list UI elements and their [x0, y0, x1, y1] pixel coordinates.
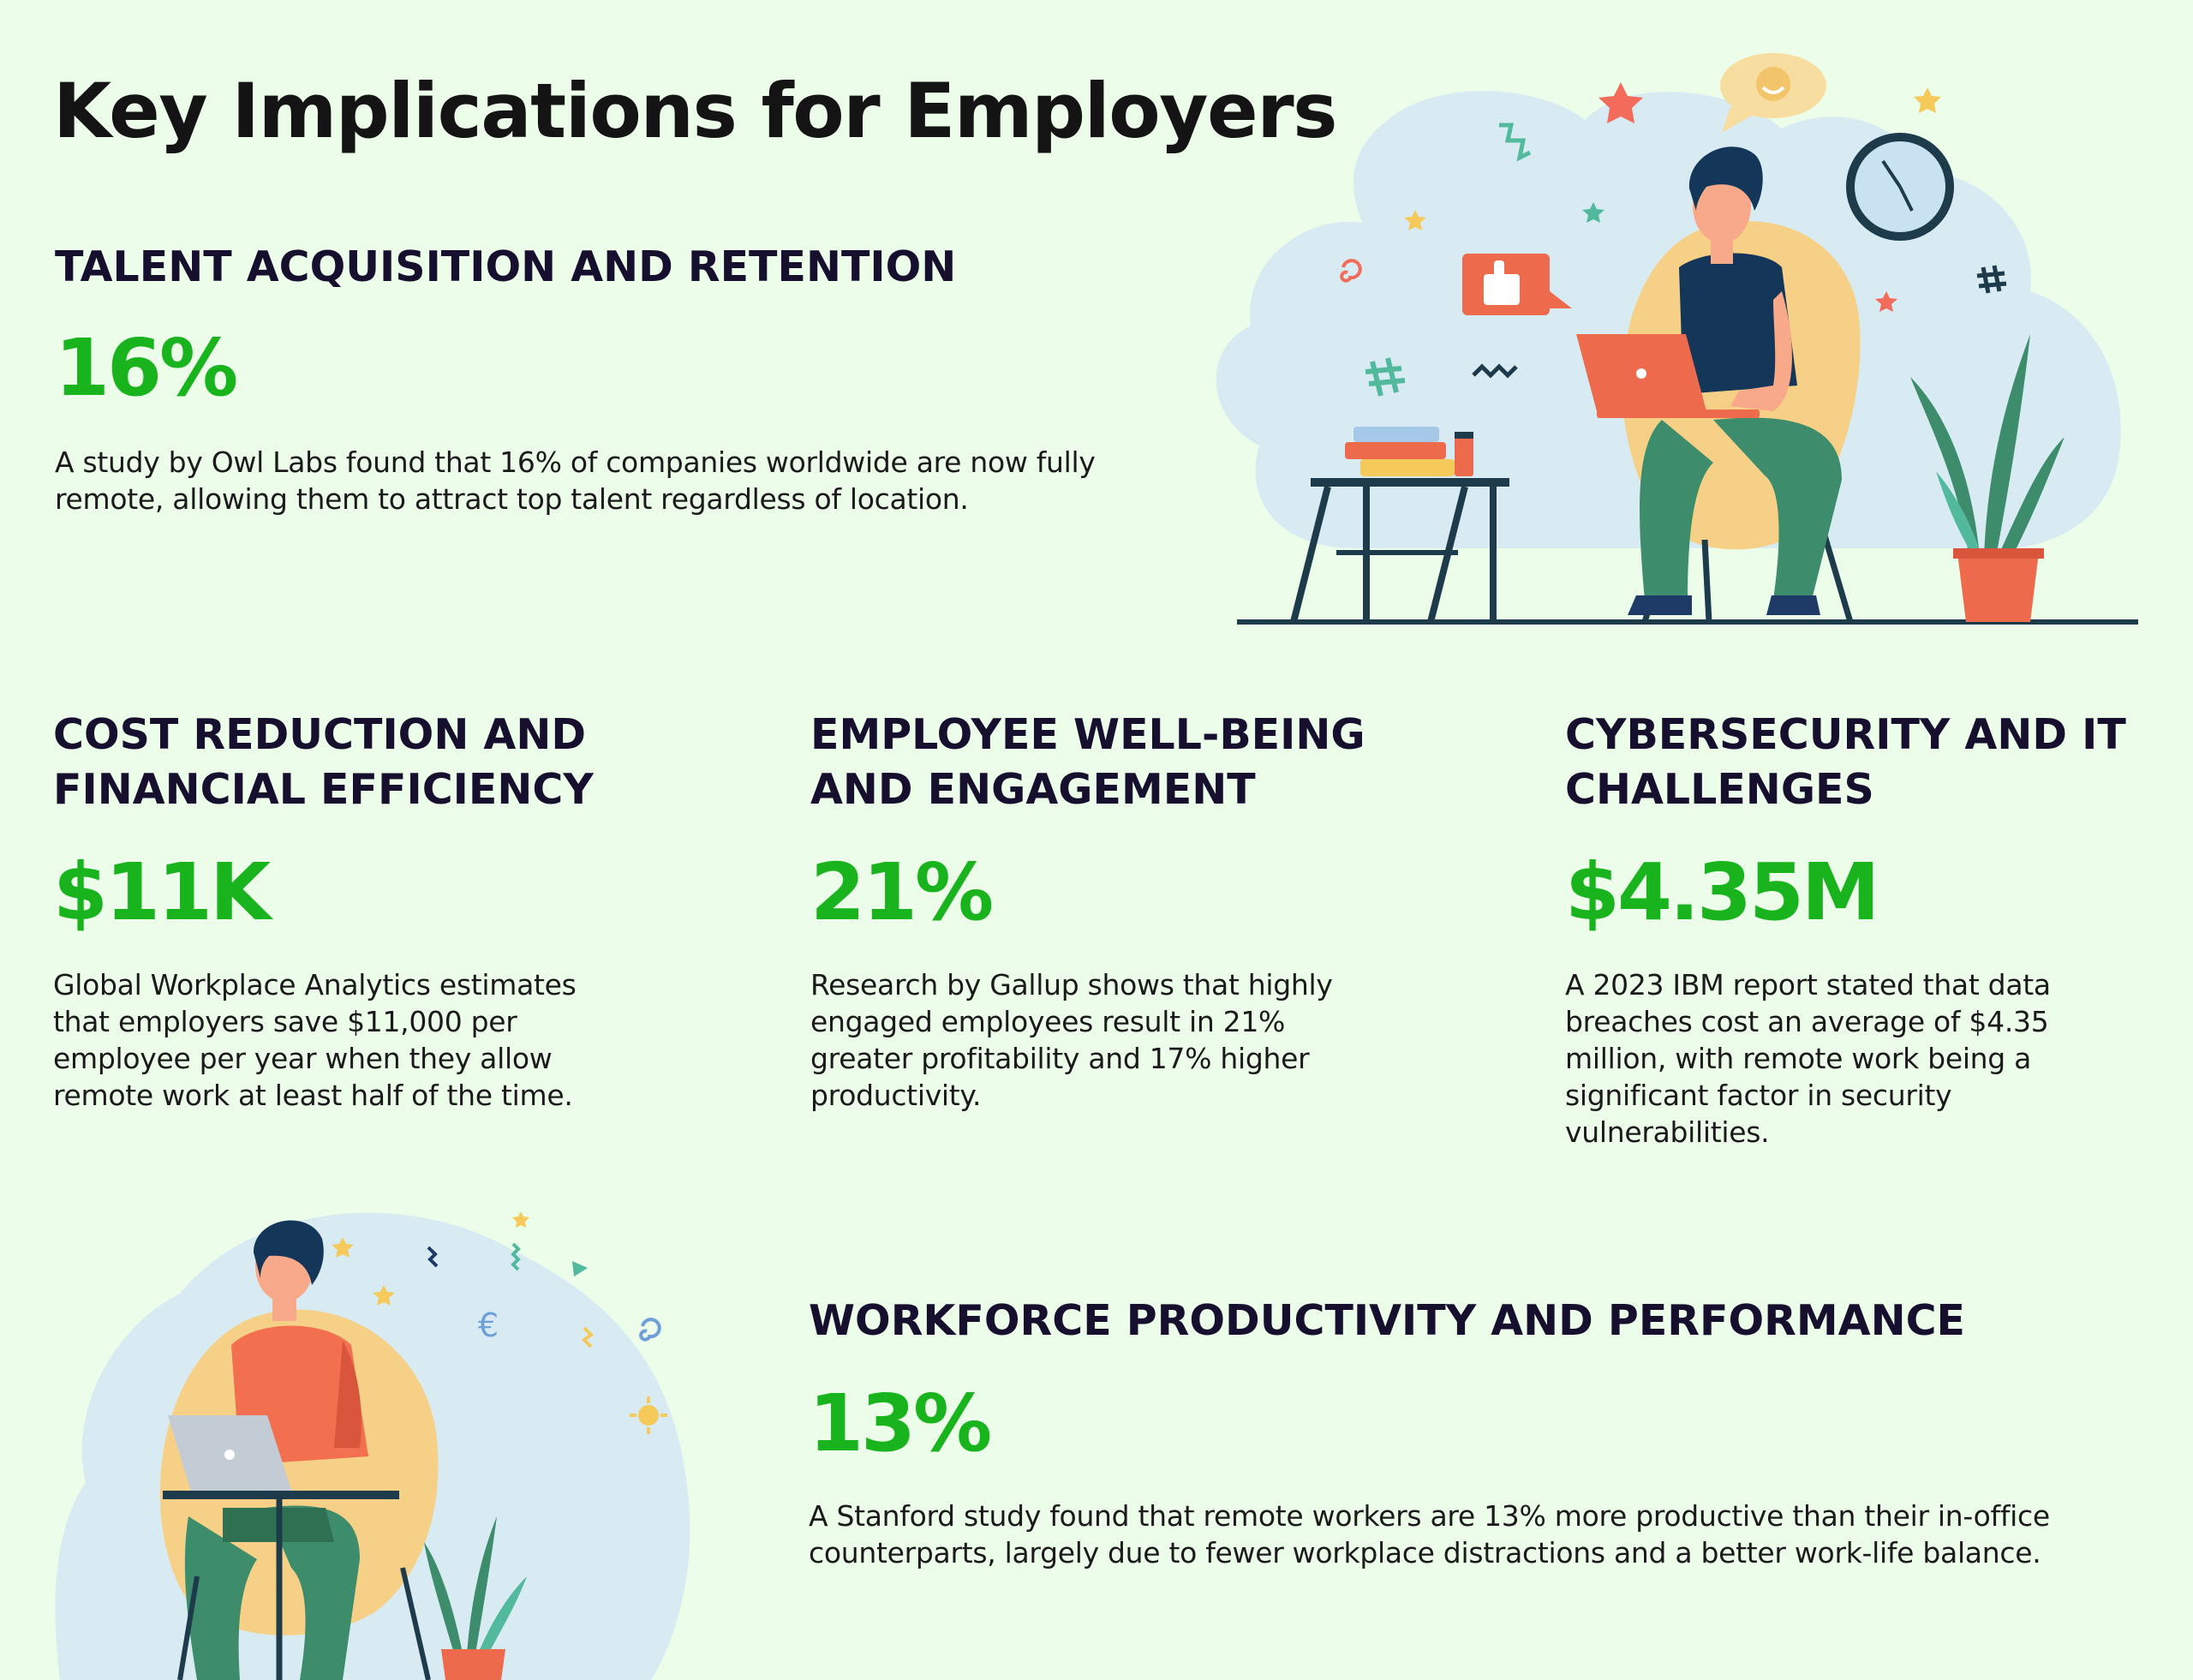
plant-icon [424, 1516, 527, 1680]
person-figure [184, 1220, 368, 1680]
bottom-left-illustration: € [51, 1199, 702, 1680]
euro-icon: € [478, 1306, 499, 1344]
squiggle-icon [427, 1246, 439, 1268]
triangle-icon [572, 1261, 588, 1276]
cost-heading: COST REDUCTION AND FINANCIAL EFFICIENCY [53, 710, 594, 814]
star-icon [1875, 291, 1897, 312]
star-icon [1404, 210, 1426, 230]
squiggle-icon [581, 1326, 595, 1348]
person-at-desk-illustration: € [55, 1211, 690, 1680]
cyber-description: A 2023 IBM report stated that data breac… [1565, 968, 2051, 1149]
person-on-laptop-illustration [1216, 53, 2138, 625]
cyber-heading: CYBERSECURITY AND IT CHALLENGES [1565, 710, 2126, 814]
spiral-icon [1340, 259, 1362, 283]
hash-icon [1976, 265, 2007, 294]
top-right-illustration [1182, 43, 2167, 643]
desk [163, 1491, 431, 1680]
wellbeing-description: Research by Gallup shows that highly eng… [810, 968, 1333, 1112]
laptop-icon [168, 1415, 293, 1495]
star-icon [1914, 87, 1941, 113]
star-icon [1598, 82, 1643, 123]
side-table [1290, 478, 1509, 623]
wellbeing-stat: 21% [810, 846, 994, 938]
wellbeing-heading: EMPLOYEE WELL-BEING AND ENGAGEMENT [810, 710, 1365, 814]
star-icon [512, 1211, 529, 1228]
cup-icon [1455, 432, 1473, 476]
star-icon [1582, 202, 1604, 223]
wave-icon [1472, 363, 1518, 379]
talent-description: A study by Owl Labs found that 16% of co… [55, 445, 1096, 516]
spiral-icon [639, 1318, 661, 1342]
person-figure [1628, 146, 1842, 615]
talent-stat: 16% [55, 322, 238, 414]
page-title: Key Implications for Employers [53, 67, 1338, 155]
star-icon [332, 1237, 354, 1258]
sun-icon [630, 1396, 667, 1434]
cost-stat: $11K [53, 846, 271, 938]
cost-description: Global Workplace Analytics estimates tha… [53, 968, 577, 1112]
hash-icon [1365, 357, 1406, 397]
productivity-heading: WORKFORCE PRODUCTIVITY AND PERFORMANCE [809, 1296, 1966, 1345]
clock-icon [1846, 133, 1954, 241]
thumbs-up-bubble-icon [1462, 254, 1572, 315]
cyber-stat: $4.35M [1565, 846, 1880, 938]
plant-icon [1910, 334, 2065, 622]
emoji-bubble-icon [1720, 53, 1826, 133]
squiggle-icon [1499, 123, 1532, 162]
books-icon [1345, 427, 1455, 476]
talent-heading: TALENT ACQUISITION AND RETENTION [55, 242, 957, 291]
star-icon [373, 1285, 395, 1306]
laptop-icon [1576, 334, 1760, 418]
squiggle-icon [511, 1242, 521, 1271]
productivity-description: A Stanford study found that remote worke… [809, 1499, 2050, 1569]
productivity-stat: 13% [809, 1378, 992, 1469]
